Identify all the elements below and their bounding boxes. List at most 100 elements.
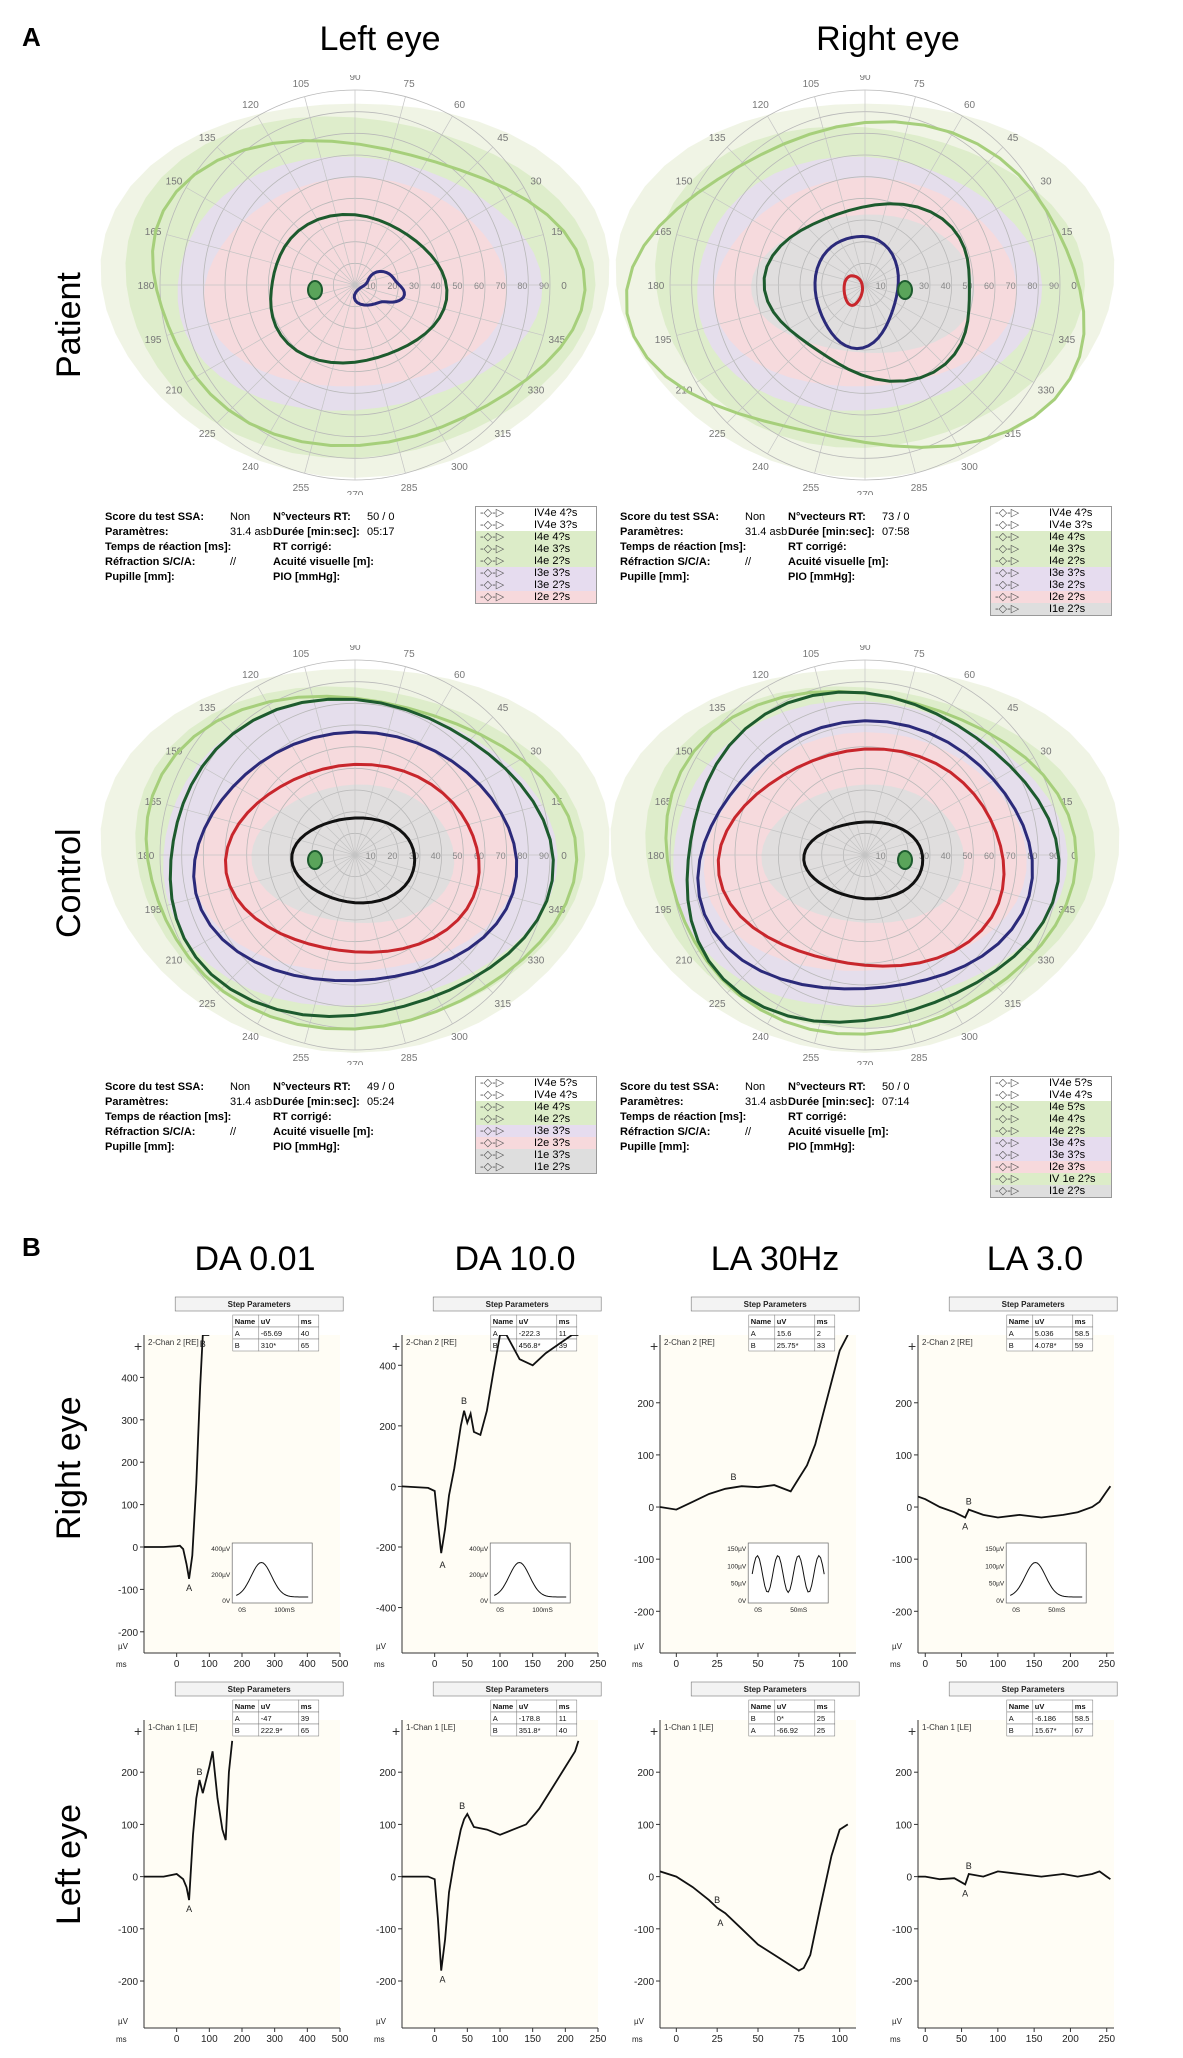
table-cell-text: 11 [559,1714,567,1723]
parameter-label: Score du test SSA: [105,511,205,523]
stimulus-symbol-icon: -◇-▷ [995,1077,1020,1089]
legend-entry: -◇-▷ I4e 3?s [476,543,596,555]
polar-radius-label: 70 [1006,851,1016,861]
polar-radius-label: 40 [941,281,951,291]
legend-label: I4e 2?s [1049,555,1086,567]
isopter-line [696,719,1034,991]
polar-angle-label: 315 [1004,999,1021,1010]
polar-angle-label: 45 [497,703,509,714]
erg-chart-la3-left: -200 -100 0 100 200 0 50 100 150 200 250 ms µV 1-Chan… [890,1681,1118,2045]
table-cell-text: 222.9* [261,1726,283,1735]
info-block-control-left: Score du test SSA: Non N°vecteurs RT: 49 / … [105,1076,597,1174]
legend-label: I2e 2?s [534,591,571,603]
table-cell-text: -66.92 [777,1726,798,1735]
erg-waveform [660,1823,849,1972]
polar-angle-label: 210 [166,386,183,397]
y-tick-label: 400 [121,1373,138,1384]
polar-grid-spoke [814,96,866,286]
polar-grid-spoke [354,854,406,1044]
stimulus-symbol-icon: -◇-▷ [480,591,505,603]
parameter-value: 07:58 [882,526,910,538]
inset-y-label: 150µV [727,1546,747,1553]
x-tick-label: 250 [590,2034,606,2045]
x-tick-label: 250 [1098,1659,1115,1670]
stimulus-symbol-icon: -◇-▷ [995,1161,1020,1173]
y-tick-label: 200 [895,1768,912,1779]
channel-label: 1-Chan 1 [LE] [406,1723,455,1732]
stimulus-symbol-icon: -◇-▷ [995,531,1020,543]
table-cell-text: uV [777,1317,787,1326]
x-tick-label: 200 [234,1659,251,1670]
row-title-patient: Patient [50,272,88,378]
polar-angle-label: 30 [1040,747,1052,758]
step-parameters-title: Step Parameters [744,1300,808,1309]
erg-chart-da001-left: -200 -100 0 100 200 0 100 200 300 400 500 ms µV 1-Cha… [116,1681,348,2045]
polar-angle-label: 315 [1004,429,1021,440]
row-title-erg-left-eye: Left eye [50,1804,88,1925]
x-tick-label: 0 [674,1659,680,1670]
polar-angle-label: 270 [347,490,364,495]
polar-grid-spoke [354,284,544,336]
legend-label: I3e 2?s [534,579,571,591]
table-cell-text: 58.5 [1075,1329,1090,1338]
y-axis-label: µV [376,1642,387,1651]
legend-entry: -◇-▷ IV4e 5?s [991,1077,1111,1089]
polar-grid-spoke [216,854,356,994]
legend-entry: -◇-▷ IV4e 4?s [991,507,1111,519]
x-tick-label: 0 [922,1659,928,1670]
polar-angle-label: 255 [803,483,820,494]
parameter-value: 05:24 [367,1096,395,1108]
inset-plot [1005,1542,1087,1604]
y-tick-label: 200 [637,1399,654,1410]
polar-radius-label: 30 [919,851,929,861]
parameter-label: PIO [mmHg]: [273,1141,341,1153]
polar-radius-label: 10 [366,281,376,291]
x-tick-label: 500 [332,2034,348,2045]
isopter-line [842,274,864,307]
polar-angle-label: 225 [199,429,216,440]
y-tick-label: 100 [121,1501,138,1512]
legend-entry: -◇-▷ I2e 3?s [991,1161,1111,1173]
polar-grid-spoke [864,234,1054,286]
channel-label: 2-Chan 2 [RE] [664,1338,715,1347]
stimulus-symbol-icon: -◇-▷ [995,1173,1020,1185]
table-cell-text: A [493,1329,498,1338]
parameter-row: Réfraction S/C/A: // Acuité visuelle [m]: [620,555,910,570]
legend-entry: -◇-▷ I4e 2?s [991,1125,1111,1137]
polar-grid-spoke [304,96,356,286]
step-parameters-title: Step Parameters [486,1685,550,1694]
parameter-label: Réfraction S/C/A: [105,1126,196,1138]
polar-radius-label: 50 [452,281,462,291]
stimulus-symbol-icon: -◇-▷ [480,1101,505,1113]
table-cell-text: 11 [559,1329,567,1338]
parameter-label: Pupille [mm]: [105,1141,175,1153]
table-cell-text: Name [493,1317,513,1326]
polar-angle-label: 75 [914,79,926,90]
polar-angle-label: 150 [676,177,693,188]
table-cell-text: 456.8* [519,1341,541,1350]
parameter-value: // [745,556,752,568]
parameter-label: RT corrigé: [788,541,847,553]
legend-label: I1e 2?s [1049,1185,1086,1197]
marker-a: A [962,1888,968,1898]
y-tick-label: -100 [634,1555,654,1566]
step-parameters-title: Step Parameters [744,1685,808,1694]
legend-entry: -◇-▷ I1e 3?s [476,1149,596,1161]
y-tick-label: 0 [390,1482,396,1493]
x-tick-label: 50 [462,2034,474,2045]
parameter-row: Score du test SSA: Non N°vecteurs RT: 49 / … [105,1080,395,1095]
step-parameters-box [432,1296,602,1312]
legend-label: IV4e 4?s [534,1089,578,1101]
polar-angle-label: 135 [709,703,726,714]
x-tick-label: 100 [990,2034,1007,2045]
legend-entry: -◇-▷ I1e 2?s [991,603,1111,615]
x-tick-label: 50 [956,2034,968,2045]
polar-angle-label: 345 [549,335,566,346]
step-parameters-title: Step Parameters [486,1300,550,1309]
polar-angle-label: 105 [293,79,310,90]
polar-angle-label: 0 [561,281,567,292]
polar-angle-label: 345 [1059,905,1076,916]
y-tick-label: 100 [121,1820,138,1831]
legend-entry: -◇-▷ I3e 2?s [991,579,1111,591]
table-cell-text: 67 [1075,1726,1083,1735]
